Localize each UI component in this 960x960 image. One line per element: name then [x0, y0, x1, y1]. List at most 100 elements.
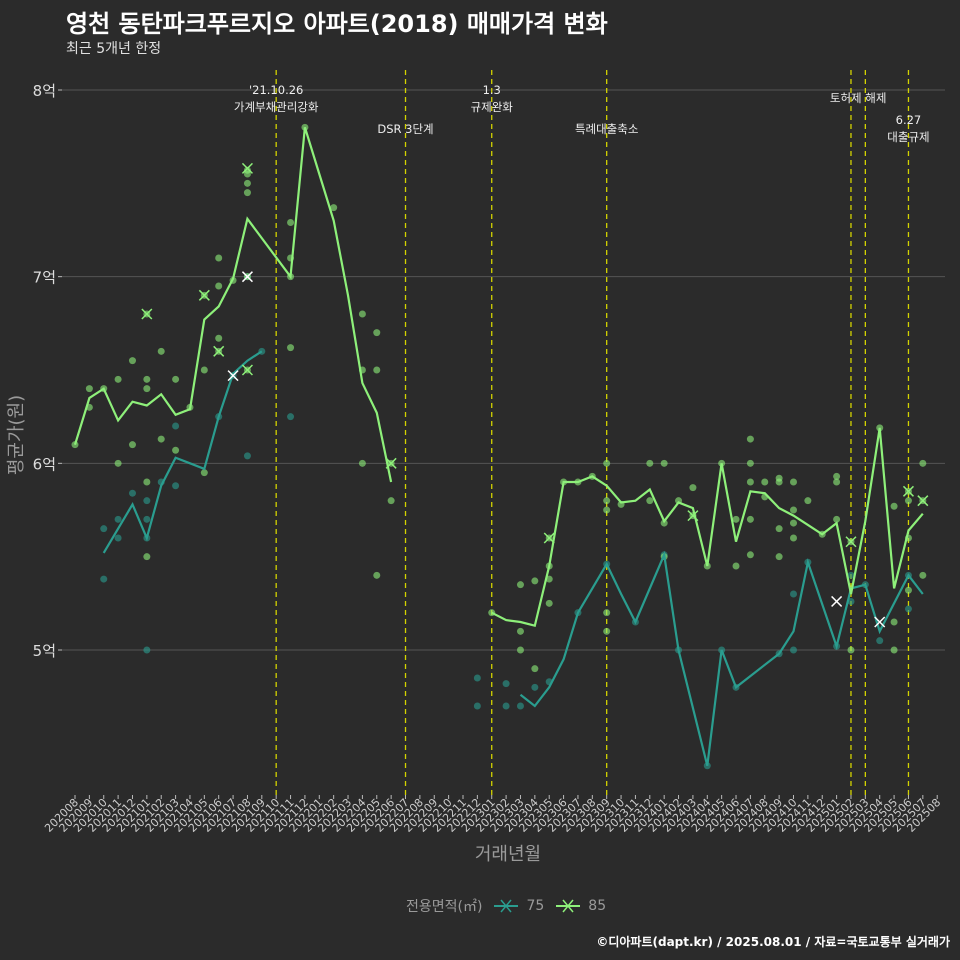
data-point-75	[172, 482, 180, 490]
data-point-75	[114, 515, 122, 523]
data-point-75	[243, 452, 251, 460]
data-point-75	[143, 497, 151, 505]
data-point-85	[904, 497, 912, 505]
data-point-85	[373, 329, 381, 337]
data-point-85	[85, 385, 93, 393]
y-axis-title: 평균가(원)	[6, 395, 27, 475]
data-point-85	[157, 435, 165, 443]
legend-title: 전용면적(㎡)	[406, 899, 483, 915]
event-label: DSR 3단계	[377, 122, 433, 136]
data-point-85	[545, 599, 553, 607]
data-point-85	[243, 189, 251, 197]
line-layer	[73, 126, 924, 766]
cross-marker-85	[543, 532, 555, 544]
data-point-85	[243, 170, 251, 178]
data-point-85	[890, 646, 898, 654]
cross-marker-85	[241, 364, 253, 376]
data-point-85	[215, 282, 223, 290]
cross-layer	[141, 162, 929, 628]
data-point-85	[790, 534, 797, 542]
data-point-75	[531, 683, 539, 691]
data-point-75	[114, 534, 122, 542]
data-point-85	[732, 562, 740, 570]
data-point-85	[732, 515, 740, 523]
event-label: 규제완화	[471, 100, 514, 114]
legend-item-75: 75	[492, 898, 544, 914]
cross-marker-75	[227, 370, 239, 382]
data-point-85	[516, 646, 524, 654]
cross-marker-85-stroke-b	[198, 289, 210, 301]
data-point-85	[215, 334, 223, 342]
data-point-85	[373, 571, 381, 579]
data-point-75	[473, 674, 481, 682]
cross-marker-85-stroke-b	[385, 457, 397, 469]
cross-marker-85	[845, 536, 857, 548]
data-point-85	[358, 459, 366, 467]
data-point-85	[531, 577, 539, 585]
data-point-85	[200, 469, 208, 477]
series-line-85	[491, 427, 924, 628]
data-point-85	[243, 179, 251, 187]
data-point-75	[790, 646, 797, 654]
data-point-85	[775, 478, 783, 486]
data-point-75	[516, 702, 524, 710]
legend-label-85: 85	[588, 898, 607, 914]
data-point-85	[128, 357, 136, 365]
cross-marker-75	[241, 271, 253, 283]
data-point-85	[746, 515, 754, 523]
data-point-85	[847, 646, 855, 654]
data-point-85	[746, 478, 754, 486]
cross-marker-85	[213, 345, 225, 357]
data-point-85	[287, 219, 295, 227]
event-label: 특례대출축소	[575, 122, 638, 136]
data-point-85	[114, 459, 122, 467]
legend-item-85: 85	[554, 898, 606, 914]
event-label: 1.3	[483, 83, 501, 97]
series-line-75	[519, 550, 924, 766]
data-point-75	[100, 575, 108, 583]
cross-marker-85-stroke-b	[141, 308, 153, 320]
axis-layer: 5억6억7억8억20200820200920201020201120201220…	[33, 82, 944, 835]
cross-marker-85-stroke-b	[902, 485, 914, 497]
data-point-85	[790, 478, 797, 486]
data-point-85	[660, 519, 668, 527]
event-label: 가계부채관리강화	[234, 100, 319, 114]
source-caption: ©디아파트(dapt.kr) / 2025.08.01 / 자료=국토교통부 실…	[596, 935, 950, 949]
data-point-85	[516, 627, 524, 635]
y-tick-label: 7억	[33, 269, 56, 287]
data-point-85	[890, 618, 898, 626]
cross-marker-75	[874, 616, 886, 628]
data-point-85	[746, 435, 754, 443]
y-tick-label: 6억	[33, 455, 56, 473]
data-point-85	[143, 375, 151, 383]
cross-marker-85	[198, 289, 210, 301]
data-point-85	[603, 497, 611, 505]
chart-subtitle: 최근 5개년 한정	[66, 41, 162, 57]
data-point-85	[172, 375, 180, 383]
data-point-85	[919, 459, 927, 467]
data-point-75	[876, 637, 884, 645]
data-point-85	[172, 446, 180, 454]
y-tick-label: 8억	[33, 82, 56, 100]
data-point-85	[890, 502, 898, 510]
cross-marker-85	[902, 485, 914, 497]
event-label: 6.27	[896, 113, 922, 127]
data-point-85	[833, 515, 841, 523]
series-line-75	[102, 350, 263, 554]
legend: 전용면적(㎡) 75 85	[406, 896, 606, 916]
cross-marker-85	[241, 162, 253, 174]
data-point-85	[215, 254, 223, 262]
data-point-85	[128, 441, 136, 449]
data-point-85	[833, 478, 841, 486]
data-point-75	[128, 489, 136, 497]
legend-swatch-85	[556, 899, 581, 913]
legend-label-75: 75	[526, 898, 545, 914]
data-point-75	[502, 702, 510, 710]
series-line-85	[73, 126, 393, 483]
data-point-85	[804, 497, 812, 505]
data-point-75	[143, 515, 151, 523]
x-axis-title: 거래년월	[475, 844, 541, 865]
legend-swatch-75	[494, 899, 519, 913]
data-point-85	[516, 581, 524, 589]
data-point-85	[330, 204, 338, 212]
